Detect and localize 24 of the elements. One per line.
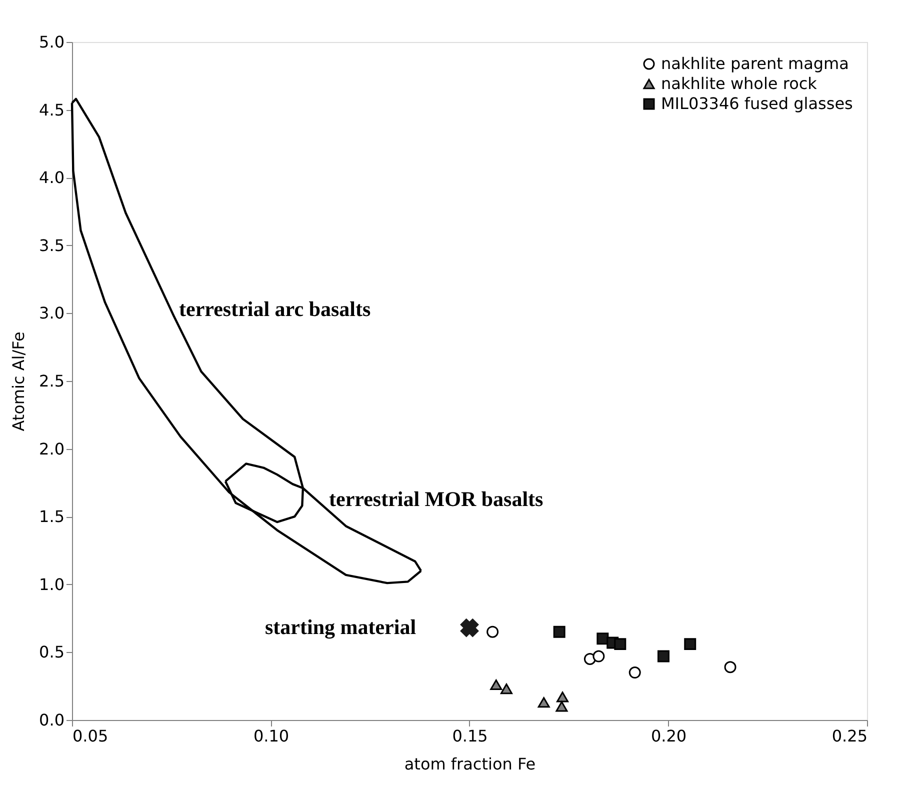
annotation: terrestrial arc basalts: [179, 297, 371, 321]
y-tick-label: 4.0: [39, 168, 64, 188]
x-tick-label: 0.15: [452, 726, 488, 746]
x-axis-title: atom fraction Fe: [404, 754, 536, 774]
annotation: terrestrial MOR basalts: [329, 487, 544, 511]
y-tick-label: 4.5: [39, 100, 64, 120]
y-tick-label: 5.0: [39, 32, 64, 52]
legend-label: nakhlite parent magma: [661, 54, 849, 73]
x-tick-label: 0.05: [72, 726, 108, 746]
legend-label: MIL03346 fused glasses: [661, 94, 853, 113]
legend-label: nakhlite whole rock: [661, 74, 818, 93]
y-tick-label: 0.0: [39, 710, 64, 730]
y-tick-label: 2.0: [39, 439, 64, 458]
y-tick-label: 1.5: [39, 507, 64, 526]
annotation: starting material: [265, 615, 416, 639]
x-tick-label: 0.20: [650, 726, 687, 746]
y-tick-label: 3.5: [39, 236, 64, 255]
y-tick-label: 3.0: [39, 304, 64, 323]
y-axis-title: Atomic Al/Fe: [9, 332, 28, 432]
y-tick-label: 1.0: [39, 574, 64, 594]
y-tick-label: 2.5: [39, 372, 64, 390]
x-tick-label: 0.25: [832, 726, 868, 746]
y-tick-label: 0.5: [39, 642, 64, 662]
x-tick-label: 0.10: [253, 726, 290, 746]
